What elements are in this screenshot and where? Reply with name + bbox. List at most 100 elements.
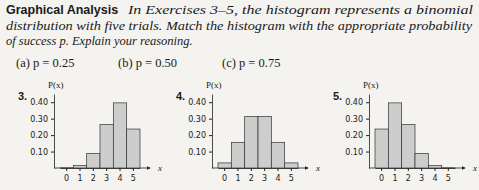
x-tick-label: 4: [117, 174, 122, 183]
x-axis: 012345: [61, 168, 141, 183]
y-tick-mark: [209, 135, 212, 136]
x-axis-line: [61, 168, 141, 169]
x-tick-label: 1: [77, 174, 82, 183]
y-tick-mark: [366, 152, 369, 153]
bar: [127, 129, 140, 168]
option: (b) p = 0.50: [118, 56, 177, 70]
bar: [87, 154, 100, 168]
y-tick-mark: [209, 119, 212, 120]
y-tick-mark: [209, 102, 212, 103]
y-tick: 0.10: [345, 148, 369, 157]
y-tick-mark: [51, 135, 54, 136]
y-axis-line: [369, 95, 370, 169]
chart-title: 3.: [18, 90, 27, 102]
y-axis: 0.10 0.20 0.30 0.40: [345, 95, 369, 169]
bar: [375, 129, 388, 168]
y-tick-label: 0.10: [30, 148, 48, 157]
bar: [285, 163, 298, 168]
chart: 5.P(x)012345x0.100.200.300.40: [333, 80, 477, 183]
x-tick-label: 2: [91, 174, 96, 183]
x-tick: 3: [104, 168, 109, 183]
option: (c) p = 0.75: [222, 56, 280, 70]
x-tick-mark: [106, 168, 107, 171]
intro-line: of success p. Explain your reasoning.: [6, 34, 193, 48]
y-tick-mark: [51, 102, 54, 103]
y-tick-label: 0.40: [30, 98, 48, 107]
y-tick: 0.40: [30, 98, 54, 107]
x-tick-label: 4: [275, 174, 280, 183]
bar: [258, 117, 271, 168]
x-tick-mark: [251, 168, 252, 171]
x-tick: 1: [235, 168, 240, 183]
x-axis: 012345: [376, 168, 456, 183]
x-tick: 3: [419, 168, 424, 183]
bar: [73, 166, 86, 168]
y-tick-mark: [366, 102, 369, 103]
y-tick-mark: [209, 152, 212, 153]
x-tick: 2: [249, 168, 254, 183]
x-tick-label: 2: [406, 174, 411, 183]
chart: 3.P(x)012345x0.100.200.300.40: [18, 80, 162, 183]
x-tick-label: 5: [446, 174, 451, 183]
y-tick-label: 0.10: [345, 148, 363, 157]
x-axis: 012345: [219, 168, 299, 183]
y-axis-label: P(x): [363, 80, 379, 90]
y-tick-label: 0.30: [345, 115, 363, 124]
bar: [60, 167, 73, 168]
x-tick-label: 5: [289, 174, 294, 183]
bar: [402, 125, 415, 168]
x-tick-label: 3: [262, 174, 267, 183]
bar: [100, 125, 113, 168]
y-axis: 0.10 0.20 0.30 0.40: [188, 95, 212, 169]
heading: Graphical Analysis: [6, 3, 118, 17]
x-tick-mark: [395, 168, 396, 171]
x-tick-mark: [120, 168, 121, 171]
x-tick-mark: [291, 168, 292, 171]
x-tick-mark: [408, 168, 409, 171]
bars: [375, 103, 455, 168]
page: Graphical Analysis In Exercises 3–5, the …: [0, 0, 479, 190]
y-tick: 0.40: [345, 98, 369, 107]
x-tick-label: 5: [131, 174, 136, 183]
x-tick: 5: [131, 168, 136, 183]
x-axis-label: x: [315, 163, 320, 173]
y-tick-label: 0.40: [345, 98, 363, 107]
y-tick: 0.30: [345, 115, 369, 124]
bar: [415, 154, 428, 168]
x-tick-label: 1: [235, 174, 240, 183]
y-tick-label: 0.20: [188, 131, 206, 140]
y-tick: 0.30: [30, 115, 54, 124]
y-tick-mark: [51, 152, 54, 153]
x-tick-mark: [435, 168, 436, 171]
chart: 4.P(x)012345x0.100.200.300.40: [176, 80, 320, 183]
x-tick-label: 0: [222, 174, 227, 183]
y-tick-mark: [366, 119, 369, 120]
y-tick-label: 0.10: [188, 148, 206, 157]
bar: [271, 142, 284, 168]
x-tick: 2: [406, 168, 411, 183]
x-tick-mark: [278, 168, 279, 171]
x-tick: 3: [262, 168, 267, 183]
y-tick-label: 0.20: [30, 131, 48, 140]
x-tick: 2: [91, 168, 96, 183]
bars: [60, 103, 140, 168]
x-tick-mark: [381, 168, 382, 171]
x-tick: 1: [392, 168, 397, 183]
y-tick: 0.20: [345, 131, 369, 140]
intro-line: In Exercises 3–5, the histogram represen…: [127, 3, 474, 17]
x-tick: 4: [275, 168, 280, 183]
x-tick-label: 1: [392, 174, 397, 183]
y-tick-mark: [51, 119, 54, 120]
x-tick-label: 3: [104, 174, 109, 183]
x-tick-label: 0: [379, 174, 384, 183]
x-axis-line: [376, 168, 456, 169]
y-tick-label: 0.30: [30, 115, 48, 124]
x-tick-mark: [80, 168, 81, 171]
x-tick-mark: [93, 168, 94, 171]
x-tick: 5: [289, 168, 294, 183]
chart-title: 4.: [176, 90, 185, 102]
y-tick-label: 0.40: [188, 98, 206, 107]
x-axis-line: [219, 168, 299, 169]
y-tick: 0.30: [188, 115, 212, 124]
x-tick-mark: [224, 168, 225, 171]
